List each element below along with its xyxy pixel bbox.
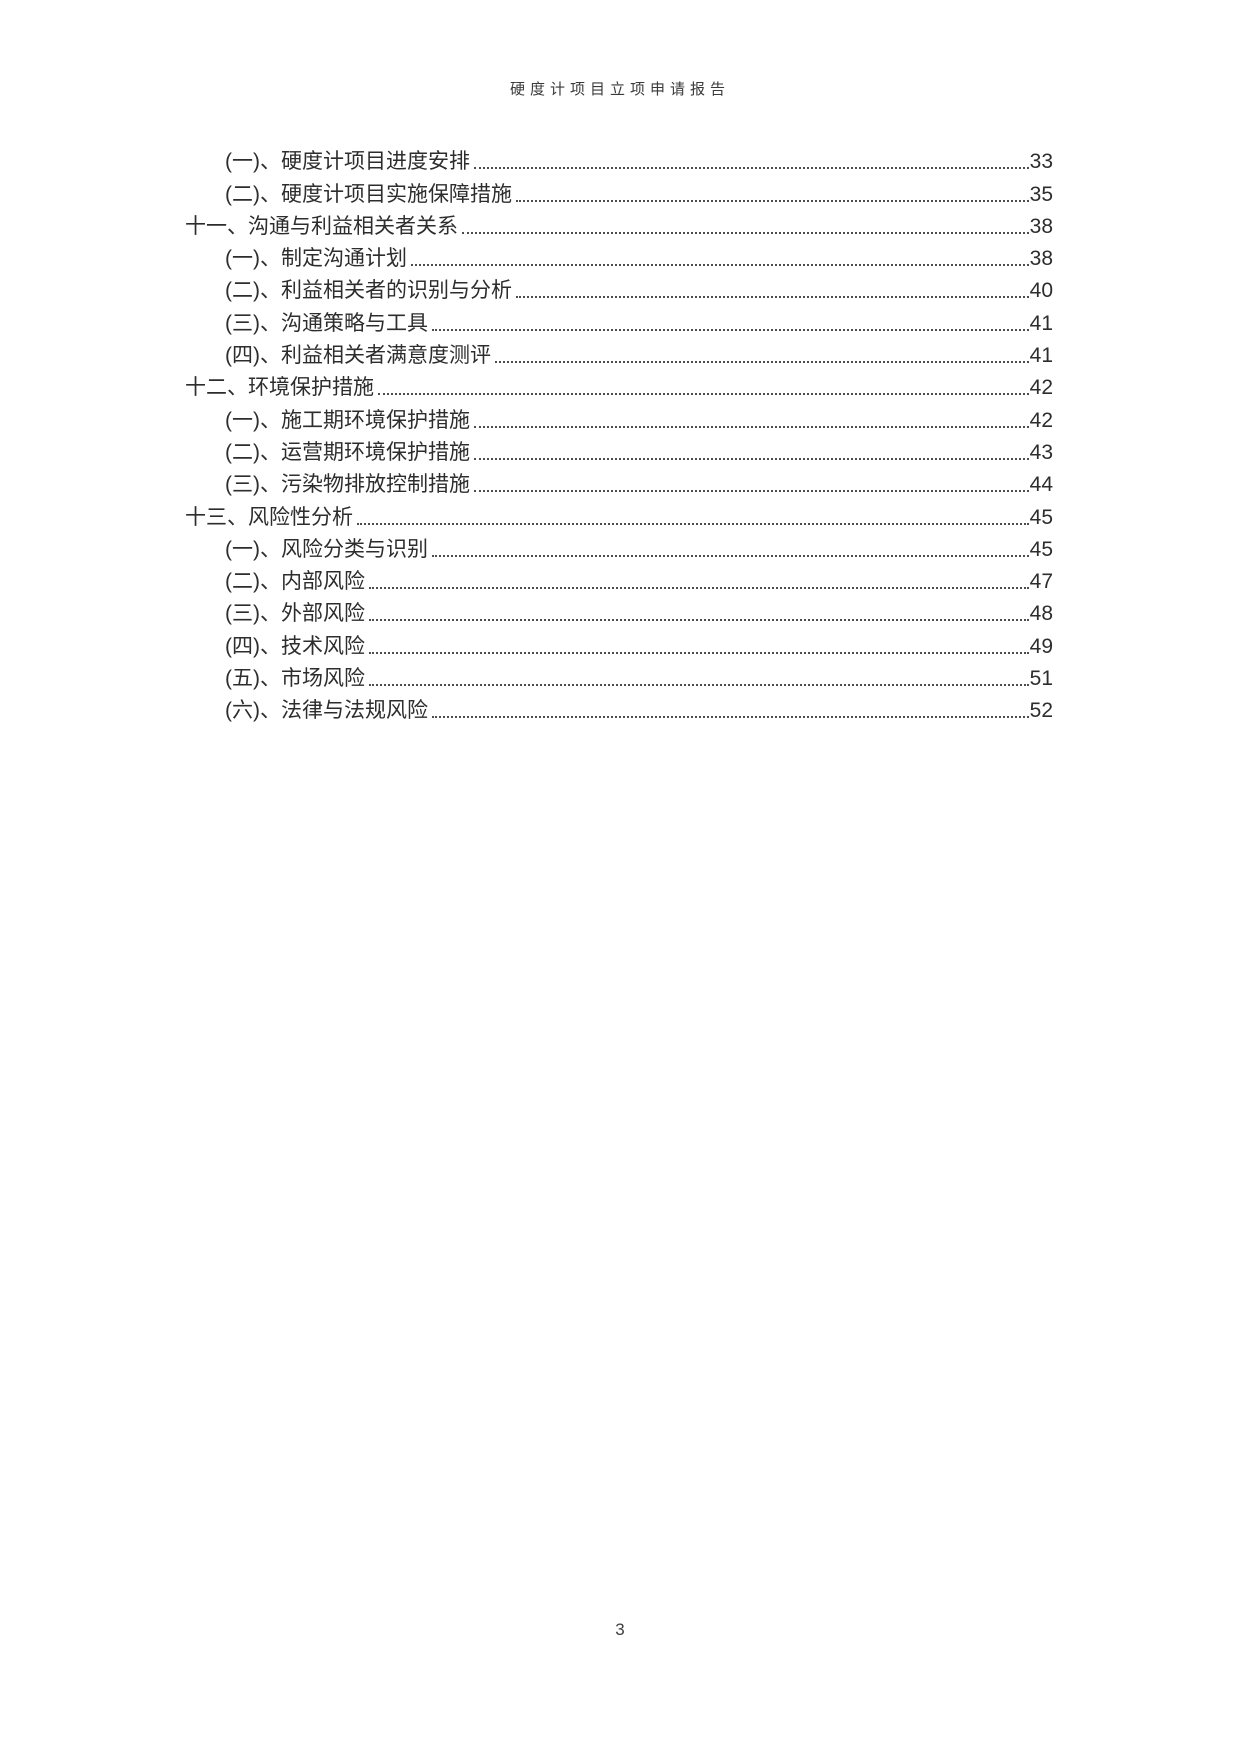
toc-entry[interactable]: (三)、外部风险 48 xyxy=(185,596,1053,628)
toc-entry-label[interactable]: (一)、制定沟通计划 xyxy=(225,247,407,271)
toc-entry-page: 45 xyxy=(1029,505,1053,529)
toc-dot-leader xyxy=(357,522,1029,525)
toc-entry-label[interactable]: (一)、硬度计项目进度安排 xyxy=(225,150,470,174)
toc-entry[interactable]: (三)、沟通策略与工具 41 xyxy=(185,305,1053,337)
toc-dot-leader xyxy=(516,199,1029,202)
toc-entry-label[interactable]: (二)、运营期环境保护措施 xyxy=(225,440,470,464)
toc-entry-label[interactable]: (二)、利益相关者的识别与分析 xyxy=(225,279,512,303)
toc-entry[interactable]: (五)、市场风险 51 xyxy=(185,661,1053,693)
toc-entry[interactable]: (一)、硬度计项目进度安排 33 xyxy=(185,144,1053,176)
toc-entry-page: 48 xyxy=(1029,602,1053,626)
toc-entry[interactable]: (一)、风险分类与识别 45 xyxy=(185,532,1053,564)
toc-entry-page: 38 xyxy=(1029,247,1053,271)
toc-entry[interactable]: (二)、内部风险 47 xyxy=(185,564,1053,596)
toc-entry-page: 44 xyxy=(1029,473,1053,497)
toc-entry-page: 42 xyxy=(1029,408,1053,432)
toc-entry[interactable]: (二)、硬度计项目实施保障措施 35 xyxy=(185,176,1053,208)
page-header-title: 硬度计项目立项申请报告 xyxy=(509,81,730,98)
toc-entry-label[interactable]: 十一、沟通与利益相关者关系 xyxy=(185,214,458,238)
toc-entry-page: 41 xyxy=(1029,311,1053,335)
toc-dot-leader xyxy=(432,328,1029,331)
toc-entry-label[interactable]: (三)、污染物排放控制措施 xyxy=(225,473,470,497)
toc-entry-page: 51 xyxy=(1029,667,1053,691)
toc-entry-label[interactable]: (二)、硬度计项目实施保障措施 xyxy=(225,182,512,206)
toc-entry[interactable]: (六)、法律与法规风险 52 xyxy=(185,693,1053,725)
toc-dot-leader xyxy=(474,425,1029,428)
toc-entry-label[interactable]: (六)、法律与法规风险 xyxy=(225,699,428,723)
toc-entry-label[interactable]: (四)、利益相关者满意度测评 xyxy=(225,344,491,368)
toc-dot-leader xyxy=(474,167,1029,170)
toc-entry-page: 38 xyxy=(1029,214,1053,238)
toc-dot-leader xyxy=(369,587,1029,590)
toc-dot-leader xyxy=(369,619,1029,622)
toc-entry[interactable]: (一)、施工期环境保护措施 42 xyxy=(185,402,1053,434)
toc-dot-leader xyxy=(432,716,1029,719)
toc-entry-page: 42 xyxy=(1029,376,1053,400)
toc-entry[interactable]: (二)、运营期环境保护措施 43 xyxy=(185,435,1053,467)
toc-dot-leader xyxy=(432,554,1029,557)
toc-entry[interactable]: (二)、利益相关者的识别与分析 40 xyxy=(185,273,1053,305)
toc-entry[interactable]: 十二、环境保护措施 42 xyxy=(185,370,1053,402)
toc-entry-label[interactable]: (三)、外部风险 xyxy=(225,602,365,626)
toc-entry[interactable]: (四)、利益相关者满意度测评 41 xyxy=(185,338,1053,370)
toc-entry[interactable]: (四)、技术风险 49 xyxy=(185,628,1053,660)
toc-entry-page: 47 xyxy=(1029,570,1053,594)
toc-entry[interactable]: (一)、制定沟通计划 38 xyxy=(185,241,1053,273)
toc-entry-page: 41 xyxy=(1029,344,1053,368)
toc-dot-leader xyxy=(474,457,1029,460)
toc-dot-leader xyxy=(378,393,1029,396)
toc-entry-label[interactable]: (三)、沟通策略与工具 xyxy=(225,311,428,335)
toc-entry-label[interactable]: 十三、风险性分析 xyxy=(185,505,353,529)
toc-entry[interactable]: 十一、沟通与利益相关者关系 38 xyxy=(185,209,1053,241)
toc-entry-label[interactable]: (五)、市场风险 xyxy=(225,667,365,691)
toc-entry-label[interactable]: (四)、技术风险 xyxy=(225,634,365,658)
toc-dot-leader xyxy=(369,651,1029,654)
toc-dot-leader xyxy=(495,361,1029,364)
toc-entry-label[interactable]: (一)、施工期环境保护措施 xyxy=(225,408,470,432)
toc-entry-page: 40 xyxy=(1029,279,1053,303)
toc-entry-label[interactable]: (一)、风险分类与识别 xyxy=(225,537,428,561)
toc-dot-leader xyxy=(516,296,1029,299)
toc-entry-page: 45 xyxy=(1029,537,1053,561)
toc-dot-leader xyxy=(474,490,1029,493)
toc-entry-label[interactable]: (二)、内部风险 xyxy=(225,570,365,594)
toc-list: (一)、硬度计项目进度安排 33 (二)、硬度计项目实施保障措施 35 十一、沟… xyxy=(185,144,1053,725)
toc-entry-page: 49 xyxy=(1029,634,1053,658)
toc-entry[interactable]: 十三、风险性分析 45 xyxy=(185,499,1053,531)
toc-dot-leader xyxy=(462,231,1029,234)
toc-entry[interactable]: (三)、污染物排放控制措施 44 xyxy=(185,467,1053,499)
toc-entry-page: 52 xyxy=(1029,699,1053,723)
toc-entry-page: 43 xyxy=(1029,440,1053,464)
toc-entry-label[interactable]: 十二、环境保护措施 xyxy=(185,376,374,400)
toc-entry-page: 35 xyxy=(1029,182,1053,206)
page-number: 3 xyxy=(615,1620,625,1639)
toc-dot-leader xyxy=(411,264,1029,267)
toc-dot-leader xyxy=(369,684,1029,687)
toc-entry-page: 33 xyxy=(1029,150,1053,174)
